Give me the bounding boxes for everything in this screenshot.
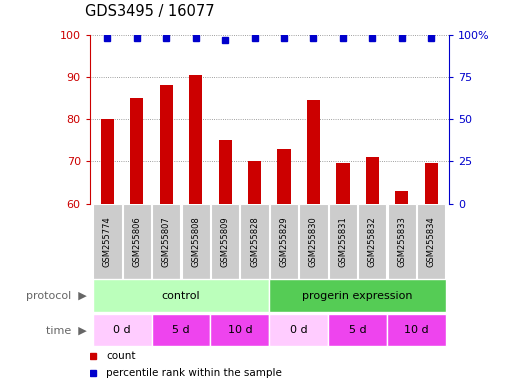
Text: percentile rank within the sample: percentile rank within the sample <box>106 368 282 378</box>
Text: protocol  ▶: protocol ▶ <box>27 291 87 301</box>
Bar <box>182 204 210 280</box>
Text: GSM255831: GSM255831 <box>339 217 347 267</box>
Bar <box>269 280 446 312</box>
Bar <box>211 204 239 280</box>
Text: GSM255807: GSM255807 <box>162 217 171 267</box>
Bar <box>189 74 202 204</box>
Bar <box>388 204 416 280</box>
Bar <box>358 204 386 280</box>
Bar <box>241 204 269 280</box>
Bar <box>395 191 408 204</box>
Bar <box>387 314 446 346</box>
Bar <box>210 314 269 346</box>
Text: control: control <box>162 291 201 301</box>
Bar <box>248 161 261 204</box>
Bar <box>152 204 181 280</box>
Bar <box>269 314 328 346</box>
Text: 5 d: 5 d <box>349 325 366 335</box>
Bar <box>328 314 387 346</box>
Text: GSM255774: GSM255774 <box>103 217 112 267</box>
Bar <box>337 164 349 204</box>
Text: GSM255834: GSM255834 <box>427 217 436 267</box>
Text: GSM255832: GSM255832 <box>368 217 377 267</box>
Text: GDS3495 / 16077: GDS3495 / 16077 <box>85 4 214 19</box>
Text: GSM255828: GSM255828 <box>250 217 259 267</box>
Text: 0 d: 0 d <box>113 325 131 335</box>
Text: count: count <box>106 351 135 361</box>
Bar <box>93 280 269 312</box>
Bar <box>93 204 122 280</box>
Bar <box>300 204 328 280</box>
Text: GSM255808: GSM255808 <box>191 217 200 267</box>
Bar <box>270 204 298 280</box>
Text: 10 d: 10 d <box>228 325 252 335</box>
Text: GSM255809: GSM255809 <box>221 217 230 267</box>
Text: 0 d: 0 d <box>290 325 308 335</box>
Bar <box>151 314 210 346</box>
Bar <box>425 164 438 204</box>
Text: GSM255806: GSM255806 <box>132 217 142 267</box>
Bar <box>130 98 144 204</box>
Bar <box>329 204 357 280</box>
Text: time  ▶: time ▶ <box>47 325 87 335</box>
Bar <box>123 204 151 280</box>
Text: 5 d: 5 d <box>172 325 190 335</box>
Text: 10 d: 10 d <box>404 325 429 335</box>
Bar <box>160 85 173 204</box>
Text: GSM255830: GSM255830 <box>309 217 318 267</box>
Bar <box>93 314 151 346</box>
Bar <box>101 119 114 204</box>
Bar <box>417 204 445 280</box>
Text: GSM255833: GSM255833 <box>397 217 406 267</box>
Bar <box>278 149 291 204</box>
Bar <box>366 157 379 204</box>
Text: GSM255829: GSM255829 <box>280 217 288 267</box>
Text: progerin expression: progerin expression <box>302 291 413 301</box>
Bar <box>307 100 320 204</box>
Bar <box>219 140 232 204</box>
